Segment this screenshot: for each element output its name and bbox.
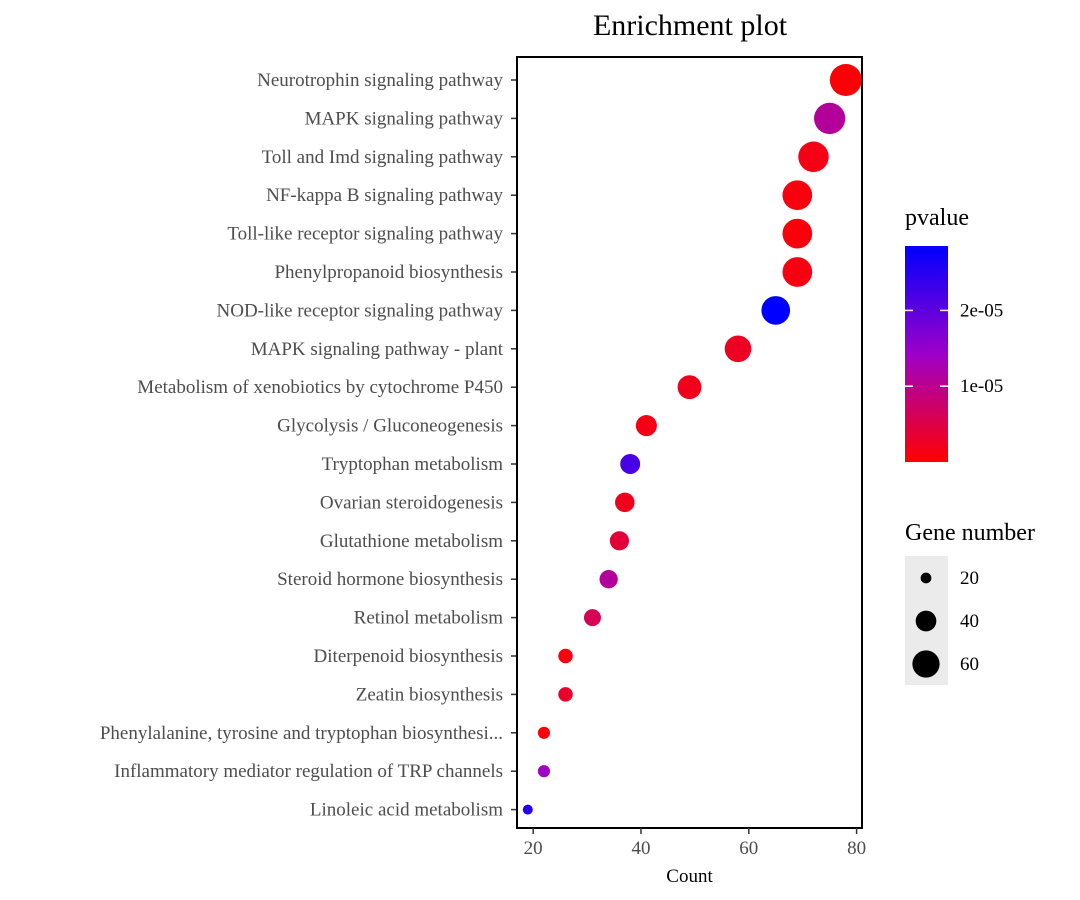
gene-number-legend-dot [915, 610, 937, 632]
y-tick-label: Neurotrophin signaling pathway [257, 70, 503, 91]
y-tick-label: NOD-like receptor signaling pathway [217, 300, 504, 321]
plot-panel [516, 56, 863, 829]
data-point [620, 454, 641, 474]
y-tick-label: Zeatin biosynthesis [356, 684, 503, 705]
pvalue-legend: pvalue 1e-05 2e-05 [905, 205, 1003, 462]
data-point [583, 609, 601, 627]
y-tick-label: Inflammatory mediator regulation of TRP … [114, 761, 503, 782]
gene-number-legend-dot [920, 572, 932, 584]
y-tick-label: Retinol metabolism [354, 608, 504, 629]
data-point [635, 415, 657, 437]
data-point [558, 687, 573, 702]
data-points [522, 64, 862, 815]
x-axis: 20 40 60 80 [524, 828, 866, 859]
data-point [782, 180, 813, 211]
y-tick-label: Ovarian steroidogenesis [320, 492, 503, 513]
data-point [724, 335, 752, 363]
x-tick-label: 20 [524, 838, 543, 859]
colorbar-tick-label: 2e-05 [960, 300, 1003, 321]
x-axis-label: Count [666, 866, 713, 887]
gene-number-legend: Gene number 20 40 60 [905, 520, 1035, 685]
data-point [798, 141, 829, 173]
y-tick-label: Toll-like receptor signaling pathway [227, 224, 503, 245]
y-tick-label: Toll and Imd signaling pathway [262, 147, 504, 168]
data-point [609, 531, 629, 551]
pvalue-legend-title: pvalue [905, 205, 969, 231]
x-tick-label: 80 [847, 838, 866, 859]
y-tick-label: Glutathione metabolism [320, 531, 503, 552]
y-tick-label: Tryptophan metabolism [322, 454, 504, 475]
y-tick-label: Metabolism of xenobiotics by cytochrome … [137, 377, 503, 398]
gene-number-legend-label: 40 [960, 611, 979, 632]
data-point [829, 64, 862, 96]
data-point [599, 570, 618, 589]
y-tick-label: Linoleic acid metabolism [310, 800, 503, 821]
data-point [537, 726, 551, 739]
gene-number-legend-label: 20 [960, 568, 979, 589]
data-point [782, 257, 813, 287]
y-tick-label: Steroid hormone biosynthesis [277, 569, 503, 590]
gene-number-legend-title: Gene number [905, 520, 1035, 546]
gene-number-legend-label: 60 [960, 654, 979, 675]
data-point [537, 765, 551, 778]
y-tick-label: NF-kappa B signaling pathway [266, 185, 503, 206]
gene-number-legend-items: 20 40 60 [912, 568, 979, 678]
y-tick-label: Phenylalanine, tyrosine and tryptophan b… [100, 723, 503, 744]
data-point [782, 218, 813, 249]
y-tick-label: Diterpenoid biosynthesis [314, 646, 503, 667]
y-tick-label: Phenylpropanoid biosynthesis [274, 262, 503, 283]
x-tick-label: 60 [739, 838, 758, 859]
pvalue-colorbar-ticks: 1e-05 2e-05 [905, 300, 1003, 397]
data-point [558, 648, 573, 664]
data-point [615, 492, 635, 513]
colorbar-tick-label: 1e-05 [960, 376, 1003, 397]
y-tick-label: Glycolysis / Gluconeogenesis [277, 416, 503, 437]
data-point [814, 102, 846, 135]
y-tick-label: MAPK signaling pathway - plant [251, 339, 504, 360]
y-axis-labels: Neurotrophin signaling pathway MAPK signa… [100, 70, 504, 821]
data-point [761, 296, 791, 325]
pvalue-colorbar [905, 246, 948, 462]
data-point [522, 804, 533, 815]
x-tick-label: 40 [631, 838, 650, 859]
data-point [677, 375, 702, 400]
y-tick-label: MAPK signaling pathway [305, 108, 504, 129]
chart-title: Enrichment plot [593, 9, 788, 42]
gene-number-legend-dot [912, 650, 940, 678]
